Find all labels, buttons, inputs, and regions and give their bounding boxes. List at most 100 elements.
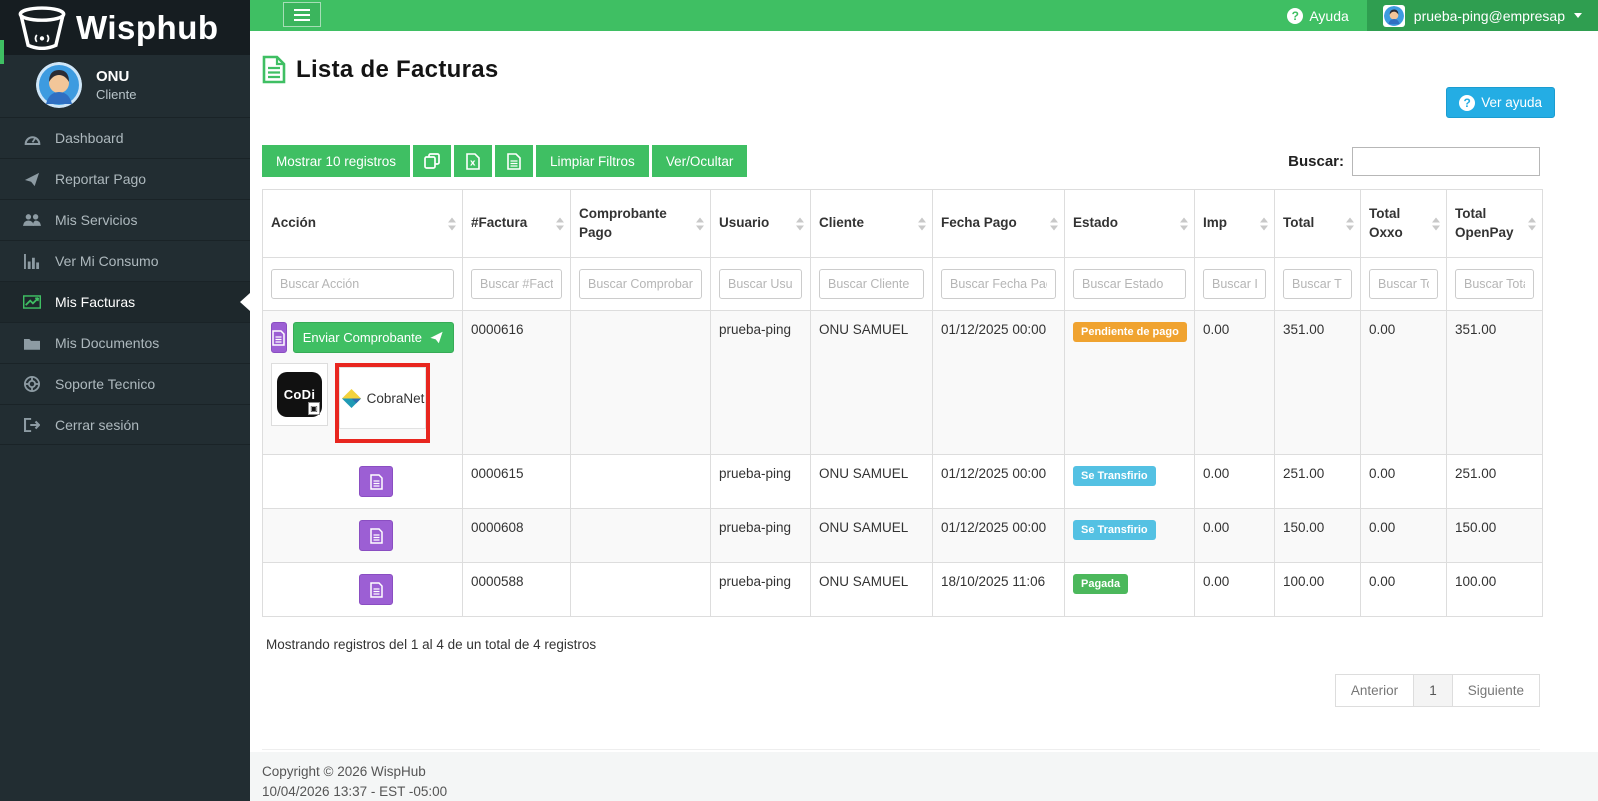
table-header-row: Acción #Factura Comprobante Pago Usuario… [262, 189, 1543, 258]
codi-logo: CoDi ▣ [277, 372, 322, 417]
navbar-help-label: Ayuda [1309, 7, 1349, 24]
imp-cell: 0.00 [1194, 508, 1275, 563]
left-edge-tab [0, 40, 4, 64]
sidebar-item-dashboard[interactable]: Dashboard [0, 117, 250, 158]
user-menu-dropdown[interactable]: prueba-ping@empresap [1366, 0, 1598, 31]
sort-icon[interactable] [1432, 217, 1440, 230]
pagination-next-button[interactable]: Siguiente [1452, 674, 1540, 707]
bar-chart-icon [22, 252, 42, 270]
sidebar-user-role: Cliente [96, 87, 137, 102]
column-header-factura[interactable]: #Factura [462, 189, 571, 258]
hamburger-icon [294, 8, 310, 11]
excel-export-button[interactable]: x [454, 145, 493, 177]
wisphub-bucket-icon [16, 5, 68, 50]
sort-icon[interactable] [918, 217, 926, 230]
filter-imp-input[interactable] [1203, 269, 1266, 299]
pagination-page-1[interactable]: 1 [1414, 674, 1453, 707]
sort-icon[interactable] [1180, 217, 1188, 230]
sort-icon[interactable] [796, 217, 804, 230]
filter-total-openpay-input[interactable] [1455, 269, 1534, 299]
sidebar-user-panel: ONU Cliente [0, 55, 250, 117]
users-icon [22, 211, 42, 229]
column-header-cliente[interactable]: Cliente [810, 189, 933, 258]
sort-icon[interactable] [1050, 217, 1058, 230]
sidebar-toggle-button[interactable] [283, 2, 321, 27]
sign-out-icon [22, 416, 42, 434]
column-header-estado[interactable]: Estado [1064, 189, 1195, 258]
filter-cliente-input[interactable] [819, 269, 924, 299]
estado-cell: Se Transfirio [1064, 454, 1195, 509]
navbar-help-link[interactable]: ? Ayuda [1269, 0, 1366, 31]
filter-estado-input[interactable] [1073, 269, 1186, 299]
filter-total-oxxo-input[interactable] [1369, 269, 1438, 299]
sort-icon[interactable] [556, 217, 564, 230]
total-oxxo-cell: 0.00 [1360, 562, 1447, 617]
invoice-document-button[interactable] [359, 466, 393, 497]
sidebar-item-mis-servicios[interactable]: Mis Servicios [0, 199, 250, 240]
cliente-cell: ONU SAMUEL [810, 454, 933, 509]
cobranet-diamond-icon [341, 388, 362, 409]
question-circle-icon: ? [1287, 7, 1304, 24]
life-ring-icon [22, 375, 42, 393]
copy-button[interactable] [413, 145, 452, 177]
search-input[interactable] [1352, 146, 1540, 176]
sidebar-item-reportar-pago[interactable]: Reportar Pago [0, 158, 250, 199]
pagination-prev-button[interactable]: Anterior [1334, 674, 1415, 707]
invoice-document-button[interactable] [359, 574, 393, 605]
sidebar-item-mis-documentos[interactable]: Mis Documentos [0, 322, 250, 363]
filter-fecha-input[interactable] [941, 269, 1056, 299]
sidebar-item-cerrar-sesion[interactable]: Cerrar sesión [0, 404, 250, 445]
sort-icon[interactable] [448, 217, 456, 230]
action-cell [262, 508, 463, 563]
sort-icon[interactable] [1346, 217, 1354, 230]
fecha-cell: 18/10/2025 11:06 [932, 562, 1065, 617]
sort-icon[interactable] [696, 217, 704, 230]
column-header-total-openpay[interactable]: Total OpenPay [1446, 189, 1543, 258]
action-cell [262, 562, 463, 617]
sidebar-item-label: Soporte Tecnico [55, 376, 156, 392]
total-cell: 251.00 [1274, 454, 1361, 509]
filter-comprobante-input[interactable] [579, 269, 702, 299]
show-records-button[interactable]: Mostrar 10 registros [262, 145, 411, 177]
sort-icon[interactable] [1260, 217, 1268, 230]
clear-filters-button[interactable]: Limpiar Filtros [536, 145, 649, 177]
cliente-cell: ONU SAMUEL [810, 508, 933, 563]
sidebar-item-soporte-tecnico[interactable]: Soporte Tecnico [0, 363, 250, 404]
enviar-comprobante-button[interactable]: Enviar Comprobante [292, 322, 454, 353]
filter-accion-input[interactable] [271, 269, 454, 299]
usuario-cell: prueba-ping [710, 310, 811, 455]
invoice-document-button[interactable] [271, 322, 287, 353]
file-export-button[interactable] [495, 145, 534, 177]
user-avatar [36, 62, 82, 108]
column-header-fecha-pago[interactable]: Fecha Pago [932, 189, 1065, 258]
column-header-comprobante[interactable]: Comprobante Pago [570, 189, 711, 258]
highlight-rectangle: CobraNet [335, 363, 430, 443]
sidebar-item-label: Mis Facturas [55, 294, 136, 310]
brand-name: Wisphub [76, 8, 219, 46]
ver-ayuda-button[interactable]: ? Ver ayuda [1446, 87, 1555, 118]
column-header-total-oxxo[interactable]: Total Oxxo [1360, 189, 1447, 258]
column-header-usuario[interactable]: Usuario [710, 189, 811, 258]
column-header-accion[interactable]: Acción [262, 189, 463, 258]
column-header-total[interactable]: Total [1274, 189, 1361, 258]
cobranet-payment-button[interactable]: CobraNet [339, 367, 426, 429]
brand-logo[interactable]: Wisphub [0, 0, 250, 55]
toggle-columns-button[interactable]: Ver/Ocultar [651, 145, 748, 177]
total-openpay-cell: 150.00 [1446, 508, 1543, 563]
codi-payment-button[interactable]: CoDi ▣ [271, 363, 328, 426]
dashboard-icon [22, 129, 42, 147]
sidebar-item-label: Dashboard [55, 130, 124, 146]
filter-total-input[interactable] [1283, 269, 1352, 299]
paper-plane-icon [22, 170, 42, 188]
fecha-cell: 01/12/2025 00:00 [932, 508, 1065, 563]
action-cell: Enviar Comprobante CoDi [262, 310, 463, 455]
column-header-imp[interactable]: Imp [1194, 189, 1275, 258]
estado-cell: Pendiente de pago [1064, 310, 1195, 455]
sidebar-item-ver-mi-consumo[interactable]: Ver Mi Consumo [0, 240, 250, 281]
sidebar-item-mis-facturas[interactable]: Mis Facturas [0, 281, 250, 322]
sort-icon[interactable] [1528, 217, 1536, 230]
factura-cell: 0000588 [462, 562, 571, 617]
filter-factura-input[interactable] [471, 269, 562, 299]
filter-usuario-input[interactable] [719, 269, 802, 299]
invoice-document-button[interactable] [359, 520, 393, 551]
